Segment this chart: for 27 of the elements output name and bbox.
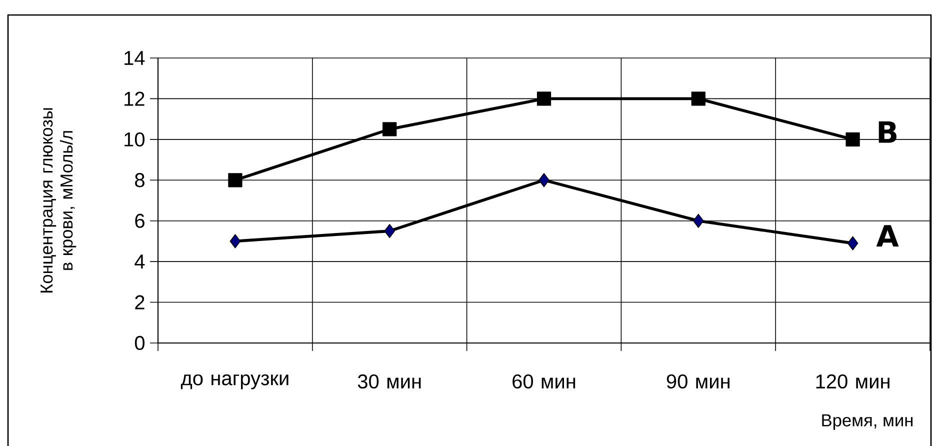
- x-tick-label: 30 мин: [358, 374, 421, 389]
- y-tick-label: 0: [134, 336, 145, 350]
- y-tick-label: 2: [135, 295, 144, 310]
- series-label: B: [878, 121, 896, 143]
- x-tick-label: 120 мин: [816, 374, 890, 389]
- y-tick-label: 8: [135, 173, 144, 188]
- y-tick-label: 14: [124, 51, 145, 65]
- y-tick-label: 10: [124, 132, 145, 146]
- point: [230, 234, 241, 248]
- x-tick-label: 60 мин: [512, 374, 576, 389]
- x-tick-label: 90 мин: [666, 374, 730, 389]
- x-tick-label: до нагрузки: [180, 374, 288, 390]
- point: [846, 132, 860, 146]
- series-label: A: [876, 225, 899, 247]
- point: [692, 214, 704, 228]
- point: [536, 92, 552, 106]
- y-tick-label: 6: [135, 214, 144, 228]
- point: [382, 122, 397, 136]
- y-tick-label: 4: [134, 254, 145, 268]
- point: [847, 236, 858, 250]
- x-axis-title: Время, мин: [822, 414, 913, 430]
- y-axis-title: Концентрация глюкозы в крови, мМоль/л: [40, 108, 76, 293]
- y-tick-label: 12: [124, 92, 144, 106]
- point: [691, 92, 706, 106]
- point: [538, 173, 550, 188]
- point: [228, 173, 242, 188]
- point: [384, 224, 396, 238]
